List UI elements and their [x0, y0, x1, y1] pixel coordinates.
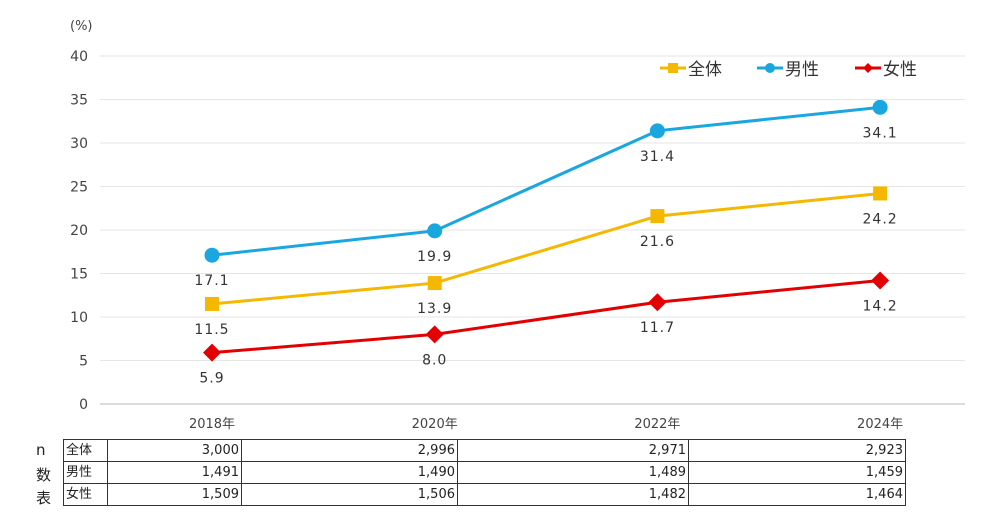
y-tick-label: 15	[70, 267, 88, 283]
data-point	[204, 247, 220, 263]
table-side-label-3: 表	[36, 489, 52, 507]
data-point	[649, 123, 665, 139]
y-tick-label: 5	[79, 354, 88, 370]
data-label: 24.2	[863, 211, 898, 227]
y-tick-label: 35	[70, 93, 88, 109]
x-tick-label: 2018年	[189, 417, 235, 430]
data-point	[427, 223, 443, 239]
line-chart: 0 5 10 15 20 25 30 35 40 (%) 2018年 2020年 2022年 2024年 1…	[70, 19, 965, 430]
y-tick-label: 20	[70, 223, 88, 239]
data-point	[203, 343, 221, 362]
y-tick-label: 40	[70, 49, 88, 65]
cell: 1,482	[457, 483, 689, 506]
data-point	[648, 293, 667, 312]
legend-label: 女性	[883, 60, 917, 80]
legend-label: 男性	[785, 60, 819, 80]
data-point	[872, 99, 888, 115]
data-label: 5.9	[199, 371, 224, 387]
cell: 3,000	[107, 439, 242, 462]
y-tick-label: 30	[70, 136, 88, 152]
data-label: 31.4	[640, 149, 675, 165]
table-side-label-n: n	[36, 441, 46, 459]
y-axis-unit: (%)	[70, 19, 93, 34]
cell: 1,489	[457, 461, 689, 484]
data-label: 14.2	[863, 298, 898, 314]
data-label: 11.5	[194, 322, 229, 338]
data-label: 19.9	[417, 249, 452, 265]
y-tick-label: 25	[70, 180, 88, 196]
data-label: 11.7	[640, 320, 675, 336]
cell: 1,509	[107, 483, 242, 506]
cell: 1,464	[688, 483, 906, 506]
data-point	[427, 276, 442, 291]
x-tick-label: 2020年	[412, 417, 458, 430]
data-point	[425, 325, 444, 344]
row-label: 全体	[63, 439, 108, 462]
data-label: 21.6	[640, 234, 675, 250]
cell: 1,506	[241, 483, 458, 506]
cell: 1,490	[241, 461, 458, 484]
data-point	[650, 209, 665, 224]
cell: 2,996	[241, 439, 458, 462]
y-tick-label: 0	[79, 397, 88, 413]
y-tick-label: 10	[70, 310, 88, 326]
data-label: 13.9	[417, 301, 452, 317]
data-point	[873, 186, 888, 201]
series-line	[211, 105, 881, 257]
x-tick-label: 2022年	[634, 417, 680, 430]
legend-label: 全体	[688, 60, 722, 80]
data-label: 34.1	[863, 125, 898, 141]
legend-marker	[668, 63, 678, 73]
data-label: 8.0	[422, 352, 447, 368]
cell: 2,923	[688, 439, 906, 462]
row-label: 男性	[63, 461, 108, 484]
sample-size-table: 全体 3,000 2,996 2,971 2,923 男性 1,491 1,490 1,489…	[63, 439, 906, 506]
table-row: 男性 1,491 1,490 1,489 1,459	[63, 461, 906, 484]
cell: 2,971	[457, 439, 689, 462]
data-point	[205, 296, 219, 311]
legend-marker	[765, 63, 775, 73]
series-line	[211, 278, 881, 355]
data-point	[871, 271, 890, 290]
series-line	[211, 191, 881, 306]
cell: 1,459	[688, 461, 906, 484]
data-label: 17.1	[194, 273, 229, 289]
x-tick-label: 2024年	[857, 417, 903, 430]
table-row: 女性 1,509 1,506 1,482 1,464	[63, 483, 906, 506]
row-label: 女性	[63, 483, 108, 506]
table-side-label-2: 数	[36, 466, 52, 484]
legend-marker	[863, 63, 873, 73]
cell: 1,491	[107, 461, 242, 484]
table-row: 全体 3,000 2,996 2,971 2,923	[63, 439, 906, 462]
